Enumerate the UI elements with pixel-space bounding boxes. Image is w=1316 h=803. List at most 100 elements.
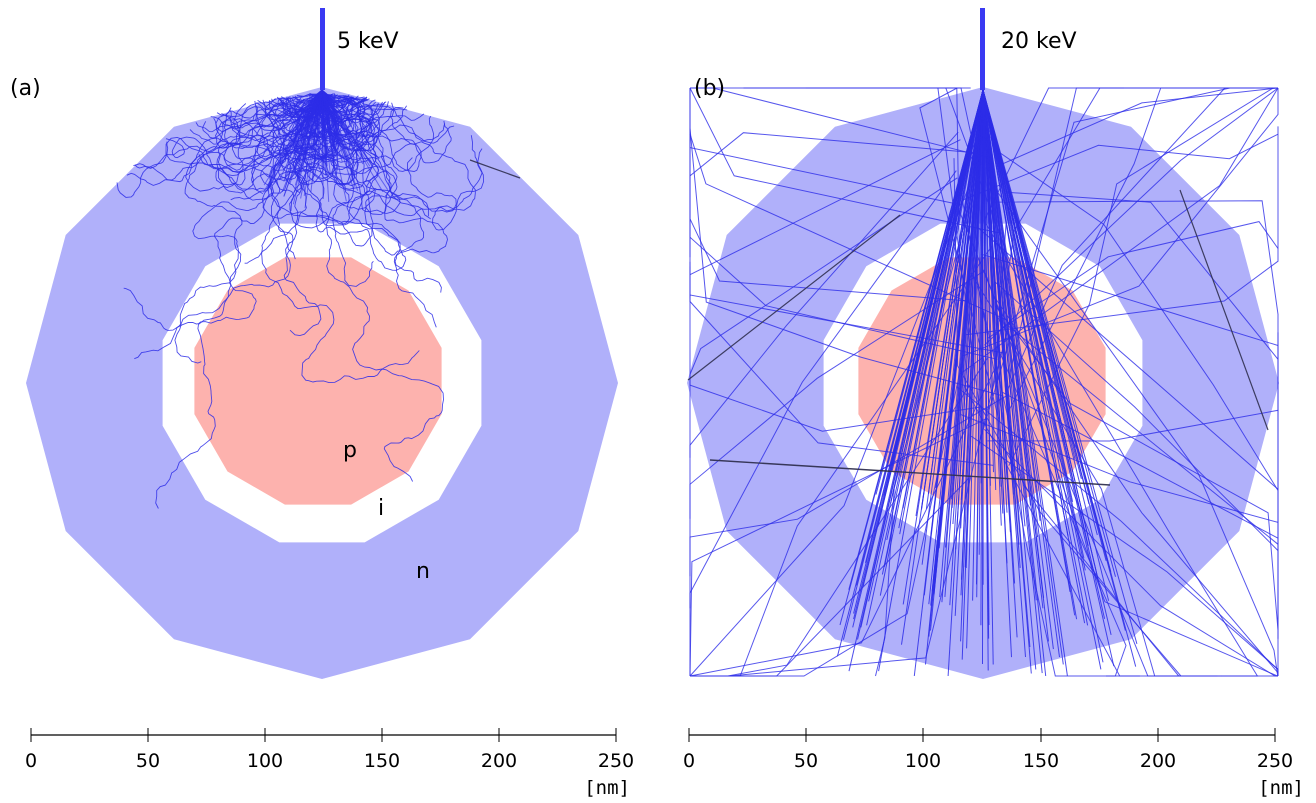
region-label-p: p (343, 438, 357, 463)
electron-trajectory (842, 89, 984, 640)
electron-trajectory (271, 89, 340, 337)
electron-trajectory (860, 89, 984, 628)
electron-trajectory (689, 87, 1000, 234)
tick-label: 250 (598, 750, 634, 772)
electron-trajectory (314, 89, 398, 197)
electron-trajectory (689, 170, 957, 676)
electron-trajectory (982, 89, 1112, 636)
electron-trajectory (321, 89, 422, 172)
electron-trajectory (321, 89, 401, 215)
electron-trajectory (689, 128, 1002, 396)
electron-trajectory (1008, 87, 1124, 376)
electron-trajectory (961, 199, 1140, 677)
electron-trajectory (991, 87, 1160, 396)
electron-trajectory (982, 89, 1138, 645)
electron-trajectory (1008, 87, 1274, 466)
electron-trajectory (976, 89, 984, 585)
electron-trajectory (321, 89, 343, 163)
energy-label-b: 20 keV (1001, 29, 1077, 54)
electron-trajectory (291, 89, 323, 160)
electron-trajectory (982, 89, 1037, 601)
tick-label: 100 (905, 750, 941, 772)
electron-trajectory (977, 285, 1199, 677)
electron-trajectory (991, 184, 1279, 677)
electron-trajectory (321, 89, 335, 164)
electron-trajectory (848, 89, 984, 590)
electron-trajectory (962, 88, 1279, 357)
electron-trajectory (982, 89, 1014, 472)
panel-b: 20 keV (b) 0 50 100 150 200 250 [nm] (683, 8, 1304, 799)
electron-trajectory (982, 89, 990, 639)
electron-trajectory (687, 214, 901, 381)
electron-trajectory (291, 89, 323, 103)
tick-label: 0 (683, 750, 695, 772)
electron-trajectory (1009, 87, 1235, 410)
electron-trajectory (1007, 191, 1279, 390)
electron-trajectory (690, 87, 981, 415)
electron-trajectories-a (116, 89, 521, 509)
electron-trajectory (709, 459, 1111, 486)
electron-trajectory (997, 150, 1279, 491)
electron-trajectory (321, 89, 384, 192)
electron-trajectory (982, 89, 1054, 650)
region-label-i: i (378, 496, 384, 521)
electron-trajectory (276, 89, 323, 105)
electron-trajectory (321, 89, 395, 144)
electron-trajectory (927, 89, 984, 494)
electron-trajectory (960, 89, 984, 529)
tick-label: 150 (1023, 750, 1059, 772)
electron-trajectory (321, 89, 355, 176)
tick-label: 150 (364, 750, 400, 772)
electron-trajectory (689, 270, 984, 519)
electron-trajectory (995, 305, 1279, 631)
electron-trajectory (689, 393, 1010, 609)
electron-trajectory (921, 89, 984, 508)
panel-label-b: (b) (694, 76, 725, 101)
electron-trajectory (972, 89, 984, 601)
electron-trajectory (321, 89, 354, 164)
electron-trajectory (312, 89, 323, 182)
electron-trajectory (987, 221, 1279, 339)
electron-trajectory (689, 132, 984, 258)
electron-trajectory (302, 89, 323, 166)
electron-trajectory (260, 89, 483, 225)
electron-trajectory (689, 184, 971, 677)
electron-trajectory (126, 89, 323, 186)
electron-trajectory (300, 89, 323, 199)
electron-trajectory (689, 177, 958, 458)
electron-trajectory (949, 89, 984, 606)
electron-trajectory (982, 89, 1011, 533)
incident-beam-a (320, 8, 325, 90)
tick-label: 50 (136, 750, 160, 772)
axis-unit-a: [nm] (584, 777, 630, 799)
electron-trajectory (884, 89, 984, 567)
electron-trajectory (962, 133, 1279, 201)
region-label-n: n (416, 559, 430, 584)
electron-trajectory (982, 89, 1102, 670)
panel-label-a: (a) (10, 76, 41, 101)
electron-trajectory (321, 89, 448, 328)
electron-trajectory (915, 89, 984, 516)
electron-trajectory (866, 89, 984, 626)
electron-trajectory (321, 89, 380, 174)
electron-trajectory (984, 87, 1279, 346)
scale-axis-a: 0 50 100 150 200 250 [nm] (25, 728, 634, 799)
energy-label-a: 5 keV (337, 29, 399, 54)
electron-trajectory (280, 89, 323, 100)
electron-trajectory (953, 158, 1182, 677)
electron-trajectory (165, 89, 325, 201)
electron-trajectory (944, 89, 984, 597)
electron-trajectory (689, 88, 962, 206)
electron-trajectory (921, 89, 984, 565)
tick-label: 200 (1140, 750, 1176, 772)
electron-trajectories-b (687, 87, 1279, 677)
tick-label: 250 (1257, 750, 1293, 772)
electron-trajectory (689, 271, 981, 432)
electron-trajectory (965, 126, 1279, 336)
electron-trajectory (166, 89, 323, 173)
electron-trajectory (982, 89, 1116, 577)
electron-trajectory (469, 159, 521, 179)
electron-trajectory (689, 223, 1007, 677)
electron-trajectory (690, 477, 970, 677)
